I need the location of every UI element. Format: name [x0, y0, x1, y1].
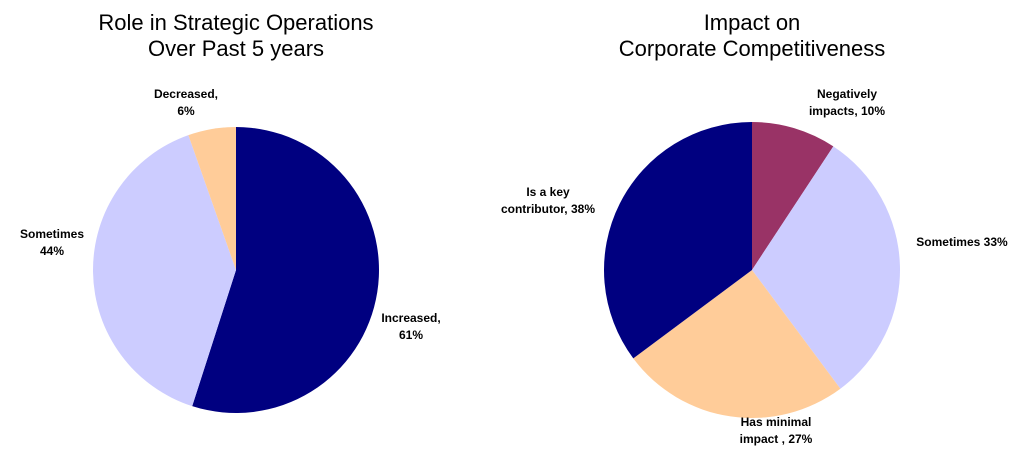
slice-label: Negatively impacts, 10% [797, 86, 897, 120]
category-label: Sometimes [916, 235, 981, 249]
category-label: Has minimal impact , [739, 415, 812, 446]
title-line: Impact on [703, 10, 801, 35]
value-label: 27% [788, 432, 813, 446]
slice-label: Sometimes 44% [12, 226, 92, 260]
slice-label: Is a key contributor, 38% [493, 184, 603, 218]
pie-slice [192, 127, 379, 413]
pie-slice [604, 122, 752, 359]
pie-slice [633, 270, 841, 418]
chart-title: Role in Strategic Operations Over Past 5 … [36, 10, 436, 62]
value-label: 38% [570, 202, 596, 216]
category-label: Decreased, [153, 87, 219, 101]
slice-label: Has minimal impact , 27% [729, 414, 824, 448]
pie-slice [752, 122, 834, 270]
value-label: 10% [861, 104, 886, 118]
value-label: 44% [39, 244, 65, 258]
slice-label: Sometimes 33% [892, 234, 1021, 251]
pie-slice [188, 127, 236, 270]
pie-slice [752, 146, 901, 389]
category-label: Negatively impacts, [808, 87, 878, 118]
value-label: 33% [983, 235, 1008, 249]
slice-label: Decreased, 6% [146, 86, 226, 120]
title-line: Role in Strategic Operations [98, 10, 374, 35]
title-line: Corporate Competitiveness [618, 36, 886, 61]
chart-title: Impact on Corporate Competitiveness [552, 10, 952, 62]
category-label: Increased, [381, 311, 441, 325]
pie-slice [92, 135, 237, 407]
category-label: Is a key contributor, [500, 185, 570, 216]
slice-label: Increased, 61% [371, 310, 451, 344]
category-label: Sometimes [19, 227, 85, 241]
value-label: 61% [398, 328, 424, 342]
value-label: 6% [177, 104, 195, 118]
title-line: Over Past 5 years [147, 36, 325, 61]
